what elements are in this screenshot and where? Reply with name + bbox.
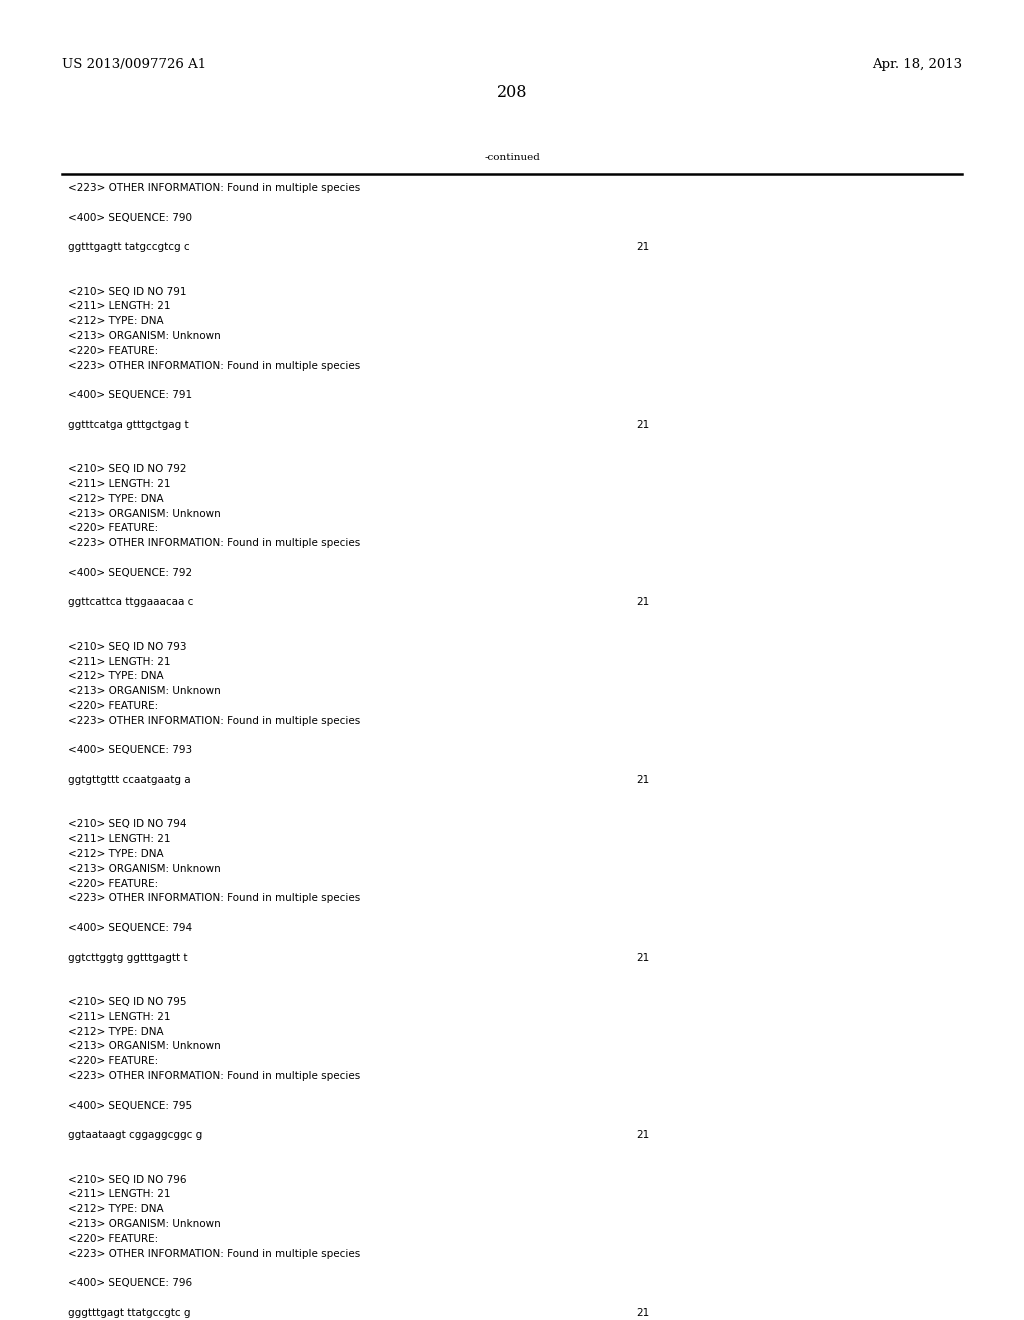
Text: <220> FEATURE:: <220> FEATURE:	[68, 1234, 159, 1243]
Text: <220> FEATURE:: <220> FEATURE:	[68, 1056, 159, 1067]
Text: <223> OTHER INFORMATION: Found in multiple species: <223> OTHER INFORMATION: Found in multip…	[68, 539, 360, 548]
Text: <212> TYPE: DNA: <212> TYPE: DNA	[68, 672, 164, 681]
Text: <220> FEATURE:: <220> FEATURE:	[68, 346, 159, 356]
Text: ggtcttggtg ggtttgagtt t: ggtcttggtg ggtttgagtt t	[68, 953, 187, 962]
Text: <210> SEQ ID NO 793: <210> SEQ ID NO 793	[68, 642, 186, 652]
Text: <210> SEQ ID NO 795: <210> SEQ ID NO 795	[68, 997, 186, 1007]
Text: <213> ORGANISM: Unknown: <213> ORGANISM: Unknown	[68, 331, 221, 341]
Text: <211> LENGTH: 21: <211> LENGTH: 21	[68, 834, 171, 845]
Text: 21: 21	[636, 953, 649, 962]
Text: <223> OTHER INFORMATION: Found in multiple species: <223> OTHER INFORMATION: Found in multip…	[68, 715, 360, 726]
Text: <213> ORGANISM: Unknown: <213> ORGANISM: Unknown	[68, 686, 221, 696]
Text: gggtttgagt ttatgccgtc g: gggtttgagt ttatgccgtc g	[68, 1308, 190, 1317]
Text: 21: 21	[636, 420, 649, 430]
Text: -continued: -continued	[484, 153, 540, 162]
Text: <211> LENGTH: 21: <211> LENGTH: 21	[68, 301, 171, 312]
Text: <220> FEATURE:: <220> FEATURE:	[68, 701, 159, 711]
Text: <210> SEQ ID NO 792: <210> SEQ ID NO 792	[68, 465, 186, 474]
Text: <223> OTHER INFORMATION: Found in multiple species: <223> OTHER INFORMATION: Found in multip…	[68, 360, 360, 371]
Text: <212> TYPE: DNA: <212> TYPE: DNA	[68, 317, 164, 326]
Text: 21: 21	[636, 775, 649, 785]
Text: 21: 21	[636, 598, 649, 607]
Text: <213> ORGANISM: Unknown: <213> ORGANISM: Unknown	[68, 1041, 221, 1052]
Text: <220> FEATURE:: <220> FEATURE:	[68, 879, 159, 888]
Text: <212> TYPE: DNA: <212> TYPE: DNA	[68, 849, 164, 859]
Text: ggtgttgttt ccaatgaatg a: ggtgttgttt ccaatgaatg a	[68, 775, 190, 785]
Text: <400> SEQUENCE: 795: <400> SEQUENCE: 795	[68, 1101, 193, 1110]
Text: 21: 21	[636, 1130, 649, 1140]
Text: <211> LENGTH: 21: <211> LENGTH: 21	[68, 479, 171, 488]
Text: <400> SEQUENCE: 790: <400> SEQUENCE: 790	[68, 213, 193, 223]
Text: <223> OTHER INFORMATION: Found in multiple species: <223> OTHER INFORMATION: Found in multip…	[68, 1249, 360, 1258]
Text: <213> ORGANISM: Unknown: <213> ORGANISM: Unknown	[68, 508, 221, 519]
Text: <210> SEQ ID NO 791: <210> SEQ ID NO 791	[68, 286, 186, 297]
Text: <223> OTHER INFORMATION: Found in multiple species: <223> OTHER INFORMATION: Found in multip…	[68, 183, 360, 193]
Text: ggtttcatga gtttgctgag t: ggtttcatga gtttgctgag t	[68, 420, 188, 430]
Text: <400> SEQUENCE: 791: <400> SEQUENCE: 791	[68, 391, 193, 400]
Text: 21: 21	[636, 1308, 649, 1317]
Text: 21: 21	[636, 242, 649, 252]
Text: <223> OTHER INFORMATION: Found in multiple species: <223> OTHER INFORMATION: Found in multip…	[68, 1071, 360, 1081]
Text: <400> SEQUENCE: 793: <400> SEQUENCE: 793	[68, 746, 193, 755]
Text: <223> OTHER INFORMATION: Found in multiple species: <223> OTHER INFORMATION: Found in multip…	[68, 894, 360, 903]
Text: <400> SEQUENCE: 792: <400> SEQUENCE: 792	[68, 568, 193, 578]
Text: <220> FEATURE:: <220> FEATURE:	[68, 524, 159, 533]
Text: <212> TYPE: DNA: <212> TYPE: DNA	[68, 1027, 164, 1036]
Text: <212> TYPE: DNA: <212> TYPE: DNA	[68, 1204, 164, 1214]
Text: <210> SEQ ID NO 796: <210> SEQ ID NO 796	[68, 1175, 186, 1184]
Text: <212> TYPE: DNA: <212> TYPE: DNA	[68, 494, 164, 504]
Text: ggtttgagtt tatgccgtcg c: ggtttgagtt tatgccgtcg c	[68, 242, 189, 252]
Text: Apr. 18, 2013: Apr. 18, 2013	[871, 58, 962, 71]
Text: ggtaataagt cggaggcggc g: ggtaataagt cggaggcggc g	[68, 1130, 203, 1140]
Text: <400> SEQUENCE: 796: <400> SEQUENCE: 796	[68, 1278, 193, 1288]
Text: US 2013/0097726 A1: US 2013/0097726 A1	[62, 58, 206, 71]
Text: <210> SEQ ID NO 794: <210> SEQ ID NO 794	[68, 820, 186, 829]
Text: <211> LENGTH: 21: <211> LENGTH: 21	[68, 1189, 171, 1200]
Text: <213> ORGANISM: Unknown: <213> ORGANISM: Unknown	[68, 1218, 221, 1229]
Text: <213> ORGANISM: Unknown: <213> ORGANISM: Unknown	[68, 863, 221, 874]
Text: 208: 208	[497, 84, 527, 102]
Text: <211> LENGTH: 21: <211> LENGTH: 21	[68, 656, 171, 667]
Text: ggttcattca ttggaaacaa c: ggttcattca ttggaaacaa c	[68, 598, 194, 607]
Text: <211> LENGTH: 21: <211> LENGTH: 21	[68, 1012, 171, 1022]
Text: <400> SEQUENCE: 794: <400> SEQUENCE: 794	[68, 923, 193, 933]
